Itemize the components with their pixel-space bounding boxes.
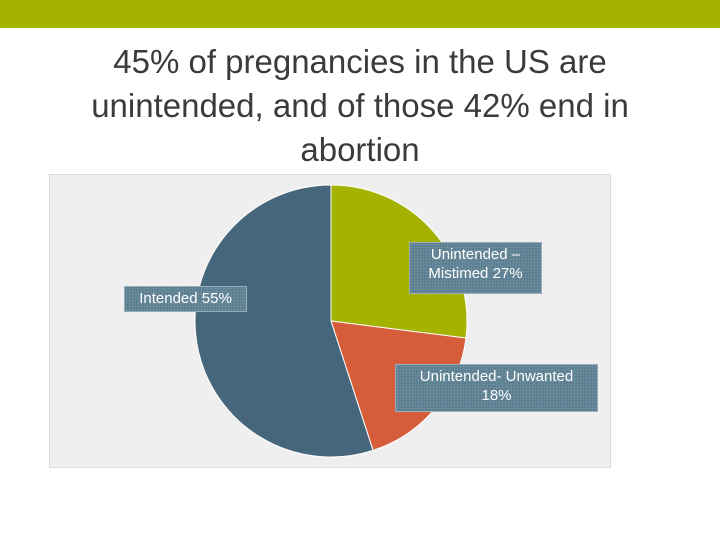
top-accent-bar	[0, 0, 720, 28]
data-label-intended: Intended 55%	[124, 286, 247, 312]
pie-chart	[194, 184, 468, 458]
data-label-mistimed-line-1: Unintended –	[430, 246, 521, 263]
slide-title: 45% of pregnancies in the US are uninten…	[60, 40, 660, 172]
data-label-unwanted: Unintended- Unwanted 18%	[395, 364, 598, 412]
data-label-unwanted-line-2: 18%	[481, 387, 512, 404]
slide-title-line-1: 45% of pregnancies in the US are	[113, 43, 607, 80]
data-label-unwanted-line-1: Unintended- Unwanted	[419, 368, 574, 385]
data-label-intended-line-1: Intended 55%	[139, 290, 232, 307]
chart-area	[49, 174, 611, 468]
pie-slice-unintended-mistimed	[330, 184, 468, 339]
data-label-mistimed-line-2: Mistimed 27%	[428, 265, 523, 282]
pie-slice-intended	[194, 184, 374, 458]
slide-title-line-2: unintended, and of those 42% end in	[91, 87, 629, 124]
slide-title-line-3: abortion	[300, 131, 420, 168]
data-label-mistimed: Unintended – Mistimed 27%	[409, 242, 542, 294]
